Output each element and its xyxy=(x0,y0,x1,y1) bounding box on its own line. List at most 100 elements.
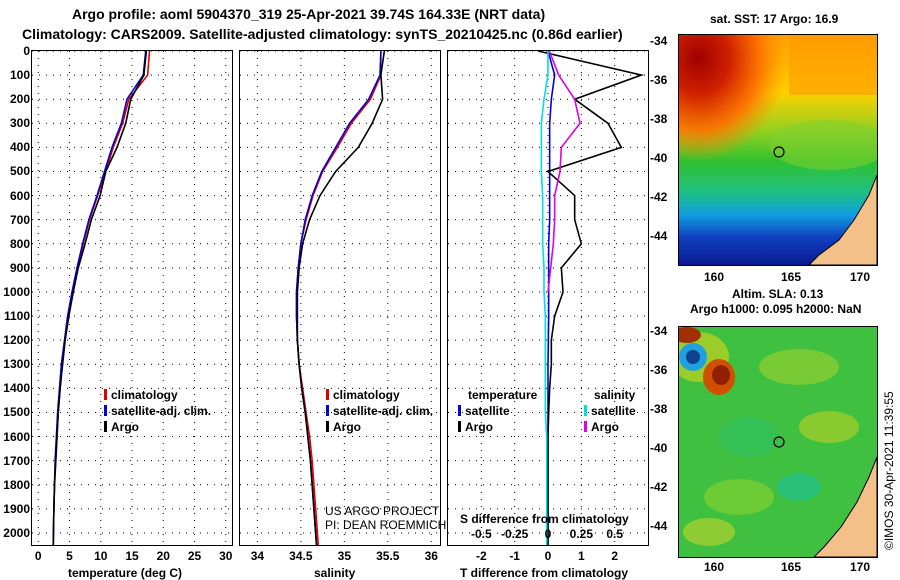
x-tick-label: 15 xyxy=(125,549,139,563)
sla-map-title-1: Altim. SLA: 0.13 xyxy=(732,287,824,301)
x-tick-label: 20 xyxy=(156,549,170,563)
depth-tick-label: 1800 xyxy=(3,477,30,492)
salinity-plot xyxy=(240,50,440,546)
depth-tick-label: 1600 xyxy=(3,429,30,444)
depth-tick-label: 1700 xyxy=(3,453,30,468)
lat-tick-label: -36 xyxy=(650,73,668,87)
depth-tick-label: 1000 xyxy=(3,284,30,299)
depth-tick-label: 1400 xyxy=(3,381,30,396)
x-tick-label: 35.5 xyxy=(376,549,400,563)
sla-map-image xyxy=(679,327,877,557)
series-line-argo xyxy=(296,50,386,546)
lat-tick-label: -42 xyxy=(650,480,668,494)
x-tick-label: 10 xyxy=(94,549,108,563)
temperature-axis-label: temperature (deg C) xyxy=(68,566,183,580)
salinity-panel xyxy=(239,50,441,546)
depth-tick-label: 400 xyxy=(9,140,30,155)
difference-panel xyxy=(447,50,649,546)
depth-tick-label: 500 xyxy=(9,164,30,179)
depth-tick-label: 1500 xyxy=(3,405,30,420)
legend-satellite-adj: satellite-adj. clim. xyxy=(104,404,211,418)
legend-t-argo: Argo xyxy=(458,420,493,434)
credit-pi: PI: DEAN ROEMMICH xyxy=(325,518,447,532)
lat-tick-label: -40 xyxy=(650,151,668,165)
sla-map xyxy=(678,326,878,558)
lon-tick-label: 160 xyxy=(704,270,725,284)
lat-tick-label: -40 xyxy=(650,441,668,455)
sst-map-title: sat. SST: 17 Argo: 16.9 xyxy=(710,12,839,26)
depth-tick-label: 300 xyxy=(9,116,30,131)
x-tick-label: 0.25 xyxy=(569,527,593,541)
lat-tick-label: -42 xyxy=(650,190,668,204)
sla-map-title-2: Argo h1000: 0.095 h2000: NaN xyxy=(690,302,862,316)
x-tick-label: -1 xyxy=(509,549,520,563)
lat-tick-label: -34 xyxy=(650,324,668,338)
lon-tick-label: 170 xyxy=(850,270,871,284)
depth-tick-label: 200 xyxy=(9,92,30,107)
legend-sal-climatology: climatology xyxy=(326,388,400,402)
depth-tick-label: 1300 xyxy=(3,357,30,372)
difference-plot xyxy=(448,50,648,545)
lat-tick-label: -34 xyxy=(650,34,668,48)
timestamp-stamp: ©IMOS 30-Apr-2021 11:39:55 xyxy=(882,391,896,550)
x-tick-label: 30 xyxy=(219,549,233,563)
page-title-line2: Climatology: CARS2009. Satellite-adjuste… xyxy=(22,26,623,42)
legend-sal-argo: Argo xyxy=(326,420,361,434)
series-line-temperature-argo xyxy=(537,50,645,545)
lon-tick-label: 165 xyxy=(781,270,802,284)
x-tick-label: 0 xyxy=(34,549,42,563)
lat-tick-label: -38 xyxy=(650,112,668,126)
x-tick-label: 25 xyxy=(187,549,202,563)
x-tick-label: 5 xyxy=(66,549,73,563)
sst-map xyxy=(678,34,878,266)
argo-location-marker-sla xyxy=(773,436,785,448)
lat-tick-label: -38 xyxy=(650,402,668,416)
legend-climatology: climatology xyxy=(104,388,178,402)
series-line-climatology xyxy=(52,50,151,546)
lon-tick-label: 170 xyxy=(850,560,871,574)
series-line-satellite-adj-clim- xyxy=(295,50,382,546)
lat-tick-label: -44 xyxy=(650,229,668,243)
depth-tick-label: 1100 xyxy=(3,309,30,324)
legend-salinity-head: salinity xyxy=(594,388,636,402)
lon-tick-label: 160 xyxy=(704,560,725,574)
depth-tick-label: 900 xyxy=(9,260,30,275)
temperature-panel xyxy=(31,50,233,546)
depth-tick-label: 1200 xyxy=(3,333,30,348)
x-tick-label: -2 xyxy=(475,549,487,563)
legend-s-argo: Argo xyxy=(584,420,619,434)
x-tick-label: 35 xyxy=(337,549,352,563)
series-line-temperature-satellite xyxy=(547,50,556,545)
legend-argo: Argo xyxy=(104,420,139,434)
depth-tick-label: 1900 xyxy=(3,501,30,516)
depth-tick-label: 600 xyxy=(9,188,30,203)
series-line-satellite-adj-clim- xyxy=(52,50,147,546)
argo-location-marker-sst xyxy=(773,146,785,158)
series-line-climatology xyxy=(295,51,382,546)
page-title-line1: Argo profile: aoml 5904370_319 25-Apr-20… xyxy=(72,6,546,22)
legend-s-satellite: satellite xyxy=(584,404,636,418)
depth-tick-label: 2000 xyxy=(3,525,30,540)
x-tick-label: 1 xyxy=(577,549,585,563)
series-line-salinity-argo xyxy=(547,50,581,293)
sst-map-image xyxy=(679,35,877,265)
x-tick-label: -0.25 xyxy=(500,527,529,541)
depth-tick-label: 700 xyxy=(9,212,30,227)
series-line-argo xyxy=(52,50,148,546)
lat-tick-label: -44 xyxy=(650,519,668,533)
lon-tick-label: 165 xyxy=(781,560,802,574)
series-line-salinity-satellite xyxy=(540,51,549,545)
depth-tick-label: 0 xyxy=(23,44,30,58)
legend-temperature-head: temperature xyxy=(468,388,538,402)
x-tick-label: -0.5 xyxy=(470,527,492,541)
x-tick-label: 0.5 xyxy=(606,527,623,541)
x-tick-label: 34.5 xyxy=(289,549,313,563)
t-difference-label: T difference from climatology xyxy=(460,566,629,580)
legend-t-satellite: satellite xyxy=(458,404,510,418)
x-tick-label: 34 xyxy=(250,549,265,563)
lat-tick-label: -36 xyxy=(650,363,668,377)
x-tick-label: 0 xyxy=(544,527,552,541)
x-tick-label: 2 xyxy=(611,549,618,563)
salinity-axis-label: salinity xyxy=(314,566,356,580)
depth-tick-label: 800 xyxy=(9,236,30,251)
